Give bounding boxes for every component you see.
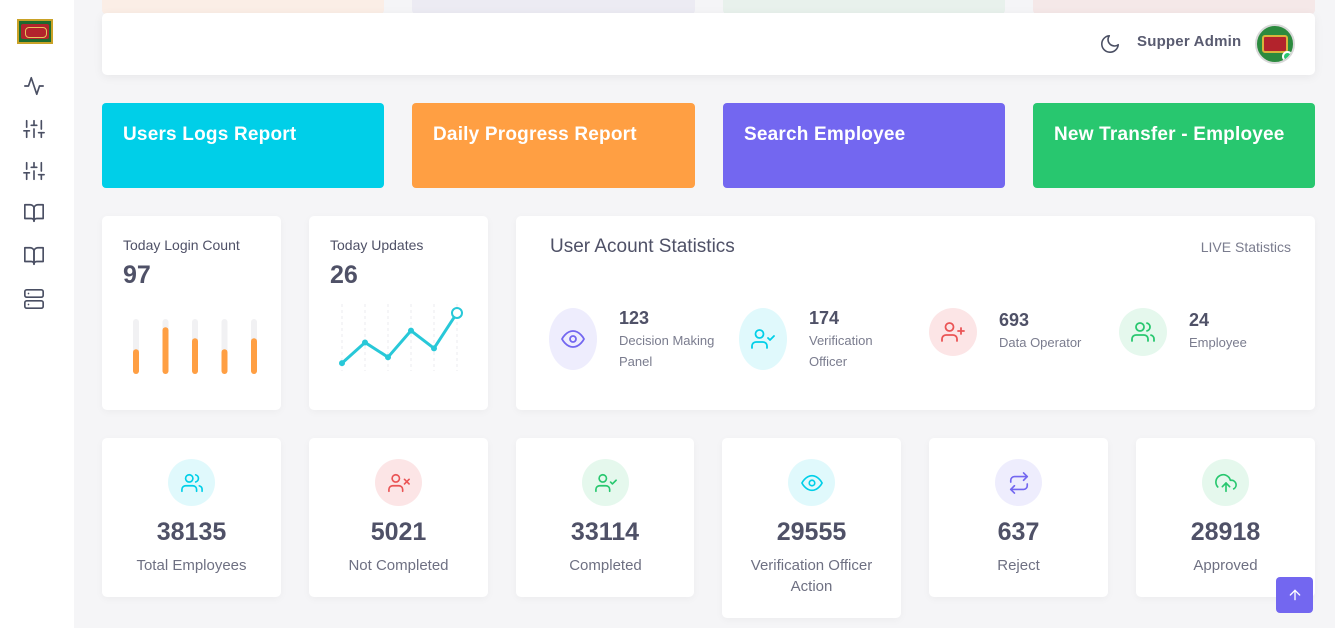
stat-label: Data Operator (999, 335, 1082, 350)
live-statistics-label: LIVE Statistics (1200, 239, 1291, 255)
summary-value: 33114 (570, 518, 640, 546)
data-point (451, 306, 463, 319)
user-check-icon (582, 459, 629, 506)
book-open-icon[interactable] (22, 244, 46, 268)
not-completed-card: 5021 Not Completed (309, 438, 488, 597)
upload-cloud-icon (1202, 459, 1249, 506)
summary-value: 5021 (370, 518, 427, 546)
summary-caption: Verification Officer Action (750, 557, 873, 595)
user-x-icon (375, 459, 422, 506)
book-open-icon[interactable] (22, 201, 46, 225)
stat-number: 174 (809, 308, 840, 328)
summary-value: 28918 (1190, 518, 1261, 546)
user-account-statistics-card: User Acount Statistics LIVE Statistics 1… (516, 216, 1315, 410)
stat-decision-making-panel: 123 Decision Making Panel (549, 306, 729, 376)
total-employees-card: 38135 Total Employees (102, 438, 281, 597)
server-icon[interactable] (22, 287, 46, 311)
login-bar-chart (133, 319, 257, 374)
stat-number: 123 (619, 308, 650, 328)
activity-icon[interactable] (22, 74, 46, 98)
arrow-up-icon (1289, 589, 1300, 601)
online-status-dot (1282, 51, 1293, 62)
logo[interactable] (17, 19, 53, 44)
data-point (431, 345, 437, 352)
reject-card: 637 Reject (929, 438, 1108, 597)
bar (251, 338, 257, 374)
card-title: Today Updates (330, 237, 424, 253)
sidebar (0, 0, 74, 628)
stat-verification-officer: 174 Verification Officer (739, 306, 919, 376)
stat-number: 24 (1189, 310, 1210, 330)
summary-value: 29555 (776, 518, 847, 546)
stat-employee: 24 Employee (1119, 306, 1299, 376)
series-line (340, 311, 459, 365)
background-card (723, 0, 1005, 14)
eye-icon (549, 308, 597, 370)
stat-data-operator: 693 Data Operator (929, 306, 1109, 376)
user-plus-icon (929, 308, 977, 356)
completed-card: 33114 Completed (516, 438, 694, 597)
verification-officer-action-card: 29555 Verification Officer Action (722, 438, 901, 618)
summary-value: 637 (997, 518, 1040, 546)
top-navbar: Supper Admin (102, 13, 1315, 75)
summary-caption: Approved (1193, 557, 1258, 574)
data-point (362, 339, 368, 346)
user-name[interactable]: Supper Admin (1137, 33, 1242, 50)
users-icon (1119, 308, 1167, 356)
data-point (408, 327, 414, 334)
user-check-icon (739, 308, 787, 370)
bar (221, 349, 228, 374)
summary-caption: Completed (569, 557, 642, 574)
avatar[interactable] (1255, 24, 1295, 64)
stat-number: 693 (999, 310, 1030, 330)
bar (133, 349, 139, 374)
card-value: 97 (123, 261, 151, 289)
moon-icon[interactable] (1099, 33, 1121, 55)
users-icon (168, 459, 215, 506)
stats-title: User Acount Statistics (550, 236, 735, 257)
stat-label: Employee (1189, 335, 1247, 350)
search-employee-button[interactable]: Search Employee (723, 103, 1005, 188)
scroll-to-top-button[interactable] (1276, 577, 1313, 613)
data-point (385, 354, 391, 361)
summary-caption: Not Completed (348, 557, 449, 574)
summary-value: 38135 (156, 518, 227, 546)
bar (192, 338, 198, 374)
background-card (412, 0, 695, 14)
stat-label: Verification Officer (809, 333, 873, 369)
sliders-icon[interactable] (22, 159, 46, 183)
data-point (339, 360, 345, 367)
card-value: 26 (330, 261, 358, 289)
updates-card: Today Updates 26 (309, 216, 488, 410)
background-card (1033, 0, 1315, 14)
background-card (102, 0, 384, 14)
daily-progress-report-button[interactable]: Daily Progress Report (412, 103, 695, 188)
approved-card: 28918 Approved (1136, 438, 1315, 597)
users-logs-report-button[interactable]: Users Logs Report (102, 103, 384, 188)
bar (162, 327, 169, 374)
stat-label: Decision Making Panel (619, 333, 715, 369)
summary-caption: Total Employees (136, 557, 247, 574)
login-count-card: Today Login Count 97 (102, 216, 281, 410)
sliders-icon[interactable] (22, 117, 46, 141)
card-title: Today Login Count (123, 237, 240, 253)
new-transfer-employee-button[interactable]: New Transfer - Employee (1033, 103, 1315, 188)
repeat-icon (995, 459, 1042, 506)
eye-icon (788, 459, 835, 506)
updates-line-chart (339, 304, 463, 371)
summary-caption: Reject (997, 557, 1040, 574)
